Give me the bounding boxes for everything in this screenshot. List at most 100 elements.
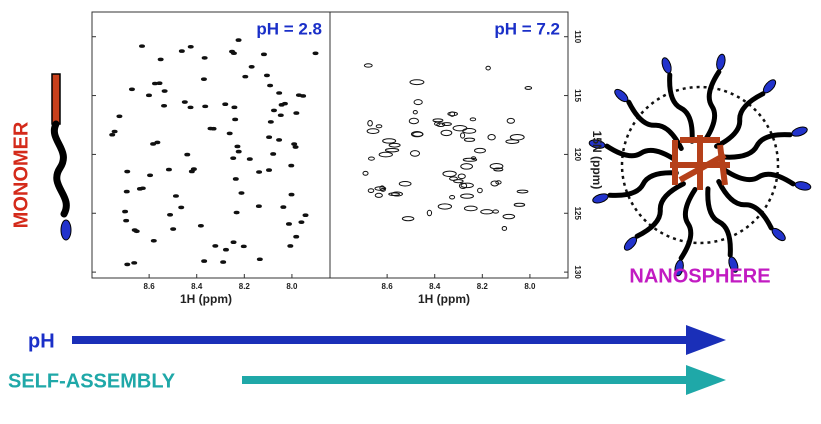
peak — [460, 132, 466, 139]
peak — [388, 192, 401, 196]
peak — [260, 52, 267, 57]
ph-label: pH — [28, 330, 55, 352]
peak — [197, 223, 204, 228]
tail — [604, 143, 678, 163]
peak — [280, 205, 287, 209]
y-tick-label: 110 — [573, 30, 582, 43]
core-rod — [678, 152, 727, 183]
peak — [267, 120, 274, 124]
peak — [238, 191, 245, 195]
sphere-outline — [620, 85, 780, 245]
peak — [409, 79, 425, 86]
peak — [463, 137, 476, 142]
tail — [626, 99, 684, 151]
peak — [124, 262, 131, 267]
peak — [378, 151, 393, 158]
y-tick-label: 125 — [573, 207, 582, 221]
tail — [721, 132, 793, 160]
head — [791, 126, 808, 137]
peak — [234, 144, 241, 149]
peak — [487, 134, 496, 141]
peak — [233, 210, 240, 215]
peak — [447, 111, 458, 117]
peak — [384, 147, 400, 153]
peak — [165, 167, 172, 172]
peak — [457, 173, 466, 180]
peak — [362, 170, 369, 176]
peak — [266, 168, 273, 172]
peak — [170, 227, 177, 231]
peak — [462, 128, 477, 134]
peak — [375, 124, 383, 129]
peak — [410, 131, 424, 138]
peak — [123, 218, 130, 223]
nanosphere-label: NANOSPHERE — [629, 265, 770, 287]
peak — [288, 163, 295, 168]
peak — [212, 244, 219, 248]
x-tick-label: 8.2 — [239, 282, 251, 291]
peak — [509, 133, 525, 141]
peak — [200, 77, 207, 81]
peak — [248, 64, 255, 69]
assembly-label: SELF-ASSEMBLY — [8, 370, 176, 392]
x-tick-label: 8.4 — [191, 282, 203, 291]
peak — [440, 129, 453, 137]
peak — [116, 114, 123, 119]
tail — [716, 179, 774, 231]
peak — [437, 203, 453, 210]
peak — [302, 213, 309, 218]
peak — [145, 93, 152, 98]
peak — [367, 119, 373, 127]
peak — [298, 220, 305, 224]
y-tick-label: 120 — [573, 148, 582, 162]
x-tick-label: 8.6 — [144, 282, 156, 291]
peak — [232, 177, 239, 181]
peak — [122, 209, 129, 214]
peak — [230, 156, 237, 160]
peak — [391, 191, 403, 197]
peak — [474, 147, 486, 154]
peak — [147, 173, 154, 178]
peak — [222, 247, 229, 252]
peak — [187, 45, 194, 49]
peak — [460, 163, 474, 170]
tail — [667, 72, 695, 144]
peak — [285, 222, 292, 226]
x-tick-label: 8.4 — [429, 282, 441, 291]
peak — [178, 49, 185, 53]
peak — [462, 157, 478, 162]
peak — [276, 91, 283, 95]
peak — [154, 140, 161, 145]
peak — [202, 104, 209, 109]
peak — [367, 188, 375, 193]
peak — [157, 57, 164, 62]
peak — [412, 109, 418, 115]
head — [661, 57, 672, 74]
head — [716, 53, 726, 71]
spectra: 8.6 8.4 8.2 8.0 1H (ppm) pH = 2.8 8.6 8.4 8.2 8.0… — [91, 11, 604, 306]
tail — [678, 187, 698, 261]
peak — [210, 126, 217, 131]
assembly-arrowhead — [686, 365, 726, 395]
peak — [150, 238, 157, 243]
peak — [267, 83, 274, 88]
peak — [460, 193, 474, 199]
peak — [292, 145, 299, 149]
tail — [705, 186, 733, 258]
peak — [449, 176, 458, 181]
head — [592, 193, 609, 204]
peak — [255, 204, 262, 209]
peak — [266, 135, 273, 140]
peak — [408, 117, 420, 125]
peak — [463, 205, 478, 212]
peak — [501, 225, 508, 231]
y-tick-label: 115 — [573, 89, 582, 102]
peak — [242, 74, 249, 79]
peak — [432, 118, 444, 123]
peak — [288, 192, 295, 197]
peak — [161, 89, 168, 93]
peak — [436, 122, 446, 128]
peak — [131, 261, 138, 265]
peak — [293, 234, 300, 239]
